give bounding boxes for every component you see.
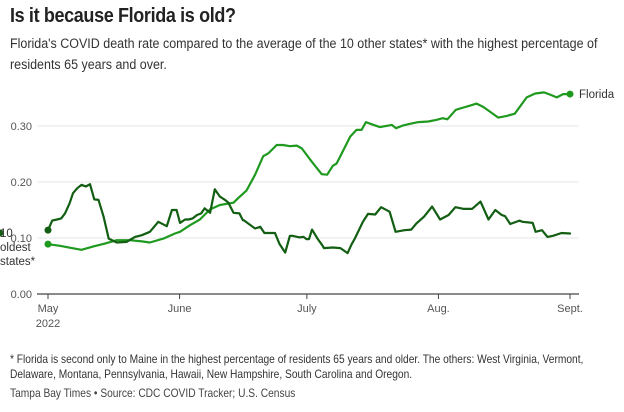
chart-subtitle: Florida's COVID death rate compared to t…	[10, 36, 598, 73]
x-axis: May 2022 June July Aug. Sept.	[36, 293, 583, 330]
footnote: * Florida is second only to Maine in the…	[10, 353, 584, 381]
x-tick-label: June	[168, 303, 192, 315]
series-lines	[0, 90, 574, 255]
y-axis: 0.00 0.10 0.20 0.30	[11, 121, 32, 301]
series-end-dot-10-oldest-states	[0, 229, 4, 237]
y-tick-label: 0.00	[11, 289, 32, 301]
x-tick-label: Sept.	[557, 303, 583, 315]
series-end-dot-florida	[566, 90, 574, 98]
x-tick-label: July	[297, 303, 317, 315]
series-labels: Florida 10 oldest states*	[0, 89, 615, 268]
series-label-florida: Florida	[579, 89, 615, 101]
chart-title: Is it because Florida is old?	[10, 5, 236, 27]
y-tick-label: 0.20	[11, 177, 32, 189]
series-label-10-oldest-states: states*	[0, 256, 36, 268]
y-tick-label: 0.30	[11, 121, 32, 133]
x-tick-sublabel: 2022	[36, 318, 60, 330]
gridlines	[37, 125, 579, 239]
source-credit: Tampa Bay Times • Source: CDC COVID Trac…	[10, 387, 296, 400]
x-tick-label: Aug.	[427, 303, 450, 315]
y-tick-label: 0.10	[11, 233, 32, 245]
series-start-dot-10-oldest-states	[44, 226, 52, 234]
series-label-10-oldest-states: 10	[0, 228, 13, 240]
series-start-dot-florida	[44, 240, 52, 248]
series-label-10-oldest-states: oldest	[0, 242, 31, 254]
x-tick-label: May	[38, 303, 59, 315]
series-line-10-oldest-states	[46, 183, 572, 255]
series-line-florida	[46, 91, 572, 251]
